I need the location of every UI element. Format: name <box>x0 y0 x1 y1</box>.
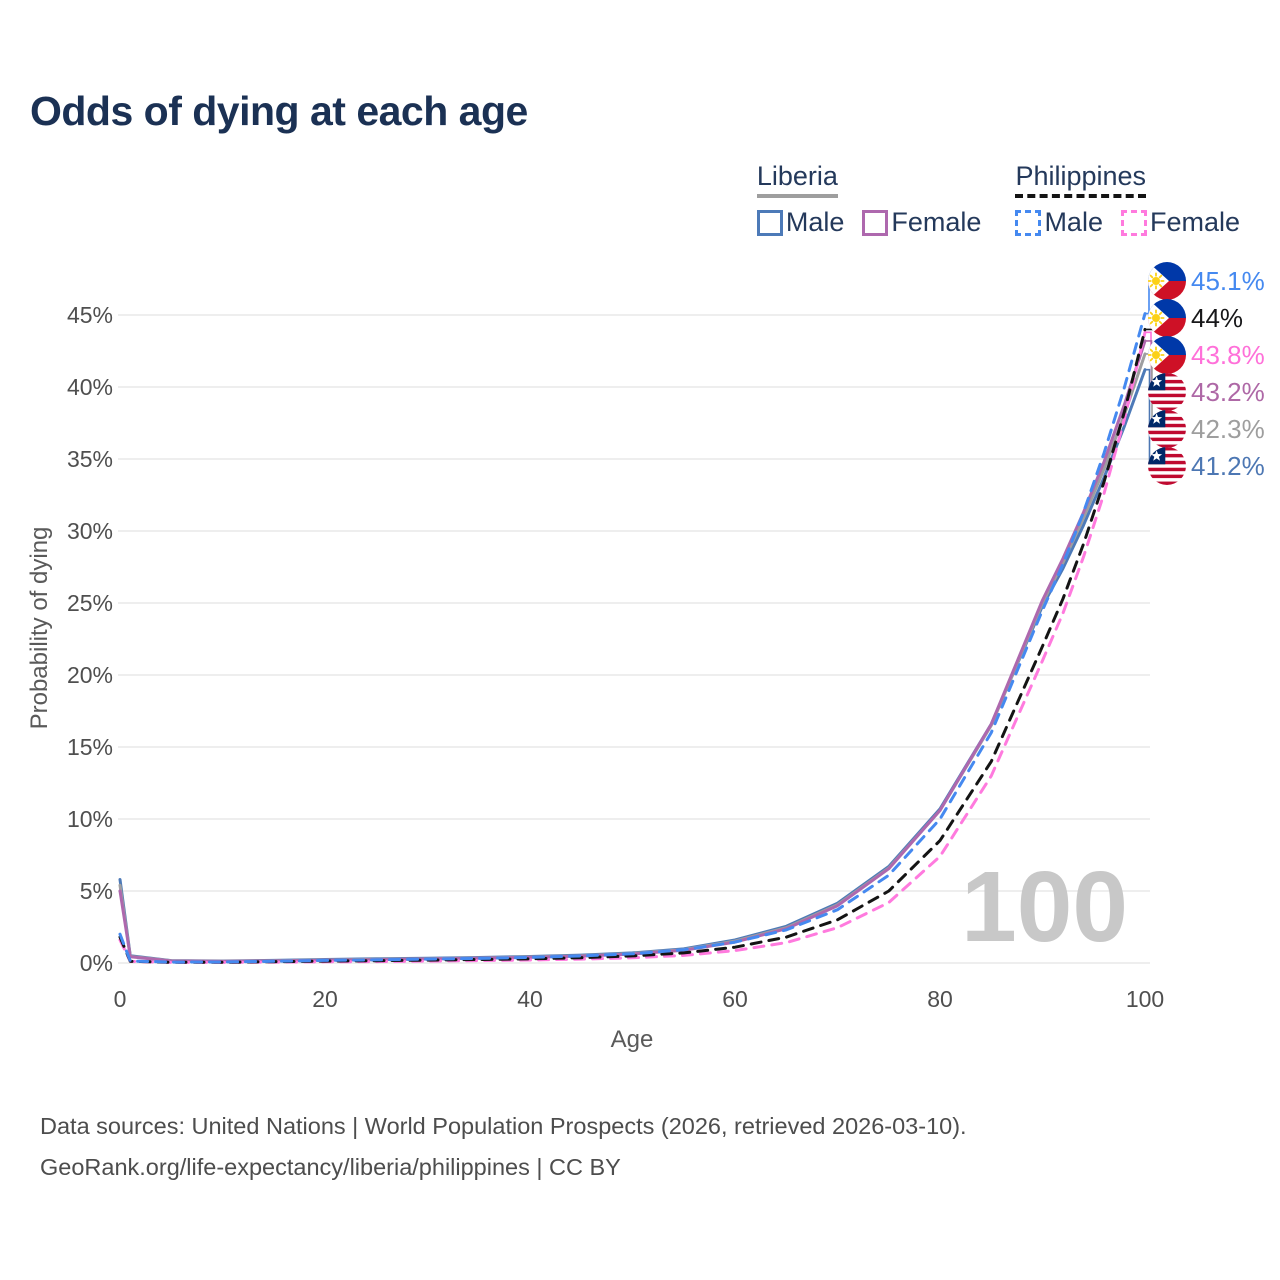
x-axis-ticks: 0 20 40 60 80 100 <box>114 986 1165 1012</box>
watermark-age-100: 100 <box>961 851 1128 963</box>
gridlines <box>118 314 1150 964</box>
legend: Liberia Male Female Philippines Male Female <box>756 161 1240 238</box>
x-tick-label: 100 <box>1126 986 1164 1012</box>
y-axis-label: Probability of dying <box>26 527 53 730</box>
y-tick-label: 40% <box>67 374 113 400</box>
legend-item-label: Female <box>891 207 982 237</box>
connector <box>1145 317 1156 331</box>
x-tick-label: 40 <box>517 986 543 1012</box>
x-tick-label: 0 <box>114 986 127 1012</box>
end-label-connectors <box>1145 280 1156 467</box>
footer-attribution: GeoRank.org/life-expectancy/liberia/phil… <box>40 1154 621 1180</box>
legend-group-philippines: Philippines Male Female <box>1015 161 1240 238</box>
legend-item-label: Male <box>785 207 845 237</box>
x-axis-label: Age <box>611 1026 654 1053</box>
legend-swatch <box>756 209 783 236</box>
y-tick-label: 5% <box>80 878 113 904</box>
legend-item-liberia-male[interactable]: Male <box>756 207 845 238</box>
y-tick-label: 20% <box>67 662 113 688</box>
connector <box>1145 340 1156 393</box>
series-line-philippines-male <box>118 312 1147 964</box>
page-title: Odds of dying at each age <box>30 88 528 134</box>
legend-item-philippines-female[interactable]: Female <box>1120 207 1240 238</box>
y-axis-ticks: 0% 5% 10% 15% 20% 25% 30% 35% 40% 45% <box>67 302 113 976</box>
legend-swatch <box>1120 209 1147 236</box>
footer: Data sources: United Nations | World Pop… <box>40 1106 967 1188</box>
legend-item-label: Female <box>1149 207 1240 237</box>
y-tick-label: 35% <box>67 446 113 472</box>
y-tick-label: 45% <box>67 302 113 328</box>
x-tick-label: 80 <box>927 986 953 1012</box>
legend-item-label: Male <box>1044 207 1103 237</box>
y-tick-label: 10% <box>67 806 113 832</box>
connector <box>1145 280 1156 315</box>
legend-swatch <box>862 209 889 236</box>
legend-item-liberia-female[interactable]: Female <box>862 207 981 238</box>
series-lines <box>118 312 1147 964</box>
footer-data-sources: Data sources: United Nations | World Pop… <box>40 1113 967 1139</box>
y-tick-label: 25% <box>67 590 113 616</box>
legend-item-philippines-male[interactable]: Male <box>1015 207 1103 238</box>
legend-country-liberia[interactable]: Liberia <box>756 161 838 198</box>
y-tick-label: 15% <box>67 734 113 760</box>
legend-group-liberia: Liberia Male Female <box>756 161 981 238</box>
y-tick-label: 0% <box>80 950 113 976</box>
y-tick-label: 30% <box>67 518 113 544</box>
x-tick-label: 20 <box>312 986 338 1012</box>
legend-swatch <box>1015 209 1042 236</box>
legend-country-philippines[interactable]: Philippines <box>1015 161 1147 198</box>
x-tick-label: 60 <box>722 986 748 1012</box>
